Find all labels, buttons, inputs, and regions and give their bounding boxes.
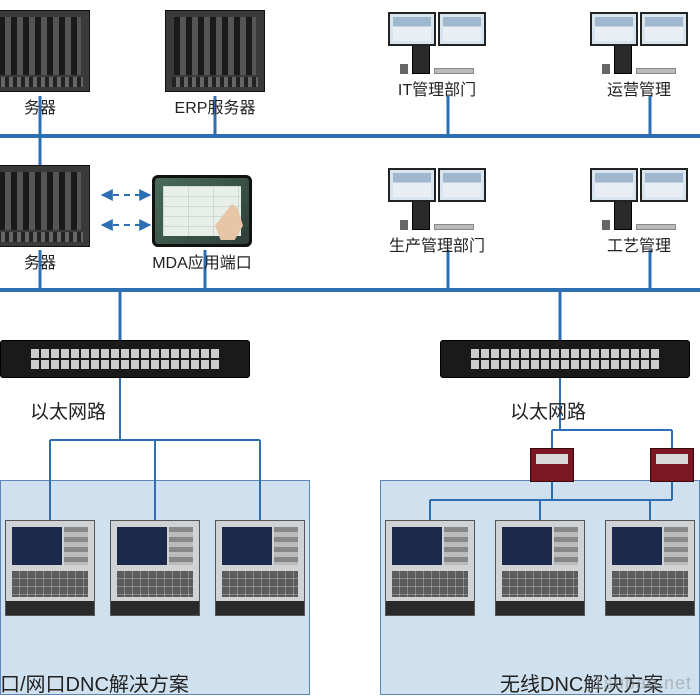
label-it: IT管理部门 — [398, 76, 476, 100]
node-ops-dept: 运营管理 — [590, 12, 688, 100]
wireless-device-icon — [530, 448, 574, 482]
workstation-icon — [388, 12, 486, 74]
server-rack-icon — [0, 165, 90, 247]
label-zone-wired: 口/网口DNC解决方案 — [0, 668, 189, 697]
node-tech-dept: 工艺管理 — [590, 168, 688, 256]
label-ops: 运营管理 — [607, 76, 671, 100]
cnc-panel — [110, 520, 200, 616]
node-switch-1 — [0, 340, 250, 378]
node-server-left: 务器 — [0, 10, 90, 118]
cnc-panel — [605, 520, 695, 616]
label-switch-1: 以太网路 — [30, 397, 106, 424]
workstation-icon — [388, 168, 486, 230]
workstation-icon — [590, 168, 688, 230]
node-switch-2 — [440, 340, 690, 378]
label-switch-2: 以太网路 — [510, 397, 586, 424]
node-erp-server: ERP服务器 — [165, 10, 265, 118]
node-mda-port: MDA应用端口 — [152, 175, 252, 273]
label-prod: 生产管理部门 — [389, 232, 485, 256]
node-it-dept: IT管理部门 — [388, 12, 486, 100]
server-rack-icon — [165, 10, 265, 92]
watermark-text: 1subao.net — [593, 673, 692, 694]
label-tech: 工艺管理 — [607, 232, 671, 256]
node-server-left-2: 务器 — [0, 165, 90, 273]
label-server-left: 务器 — [24, 94, 56, 118]
cnc-panel — [495, 520, 585, 616]
label-server-2: 务器 — [24, 249, 56, 273]
label-erp: ERP服务器 — [175, 94, 256, 118]
workstation-icon — [590, 12, 688, 74]
ethernet-switch-icon — [440, 340, 690, 378]
wireless-device-icon — [650, 448, 694, 482]
cnc-panel — [5, 520, 95, 616]
label-mda: MDA应用端口 — [152, 249, 252, 273]
cnc-panel — [385, 520, 475, 616]
node-prod-dept: 生产管理部门 — [388, 168, 486, 256]
cnc-panel — [215, 520, 305, 616]
ethernet-switch-icon — [0, 340, 250, 378]
server-rack-icon — [0, 10, 90, 92]
tablet-icon — [152, 175, 252, 247]
